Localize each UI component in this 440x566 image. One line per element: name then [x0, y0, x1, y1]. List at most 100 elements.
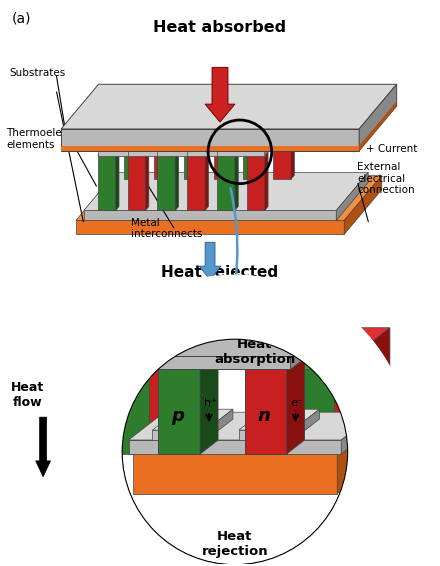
Polygon shape — [154, 335, 317, 355]
Polygon shape — [114, 355, 169, 370]
Polygon shape — [243, 121, 264, 125]
Polygon shape — [200, 355, 218, 454]
Polygon shape — [291, 110, 296, 125]
Text: Heat
rejection: Heat rejection — [202, 530, 268, 558]
Polygon shape — [247, 152, 268, 156]
Polygon shape — [187, 328, 205, 426]
Polygon shape — [158, 355, 218, 370]
Polygon shape — [217, 156, 235, 211]
Polygon shape — [154, 355, 290, 370]
Polygon shape — [150, 328, 205, 342]
Polygon shape — [291, 121, 294, 179]
Polygon shape — [261, 121, 264, 179]
Polygon shape — [213, 110, 266, 115]
Polygon shape — [150, 342, 187, 426]
Polygon shape — [205, 152, 209, 211]
Polygon shape — [124, 121, 145, 125]
Polygon shape — [298, 370, 336, 454]
Polygon shape — [128, 440, 341, 454]
Polygon shape — [114, 370, 151, 454]
Polygon shape — [235, 141, 240, 156]
Polygon shape — [187, 152, 209, 156]
Polygon shape — [132, 419, 382, 454]
Polygon shape — [76, 220, 344, 234]
Polygon shape — [202, 121, 205, 179]
Polygon shape — [265, 141, 270, 156]
Polygon shape — [84, 211, 336, 220]
Polygon shape — [158, 147, 205, 156]
Polygon shape — [213, 121, 235, 125]
Polygon shape — [183, 115, 231, 125]
Polygon shape — [128, 412, 377, 440]
Polygon shape — [158, 141, 210, 147]
Polygon shape — [213, 115, 261, 125]
Polygon shape — [337, 419, 382, 494]
Polygon shape — [202, 110, 207, 125]
Polygon shape — [290, 335, 317, 370]
Polygon shape — [146, 152, 149, 211]
Text: e⁻: e⁻ — [290, 398, 303, 408]
Text: h⁺: h⁺ — [204, 398, 217, 408]
Polygon shape — [152, 430, 206, 440]
Text: Heat
flow: Heat flow — [11, 381, 44, 409]
Polygon shape — [231, 121, 235, 179]
Polygon shape — [336, 355, 354, 454]
Polygon shape — [187, 141, 240, 147]
Polygon shape — [128, 156, 146, 211]
Polygon shape — [205, 141, 210, 156]
Polygon shape — [183, 125, 202, 179]
Polygon shape — [217, 141, 270, 147]
Text: Thermoelectic
elements: Thermoelectic elements — [6, 128, 81, 150]
Polygon shape — [183, 121, 205, 125]
Polygon shape — [98, 156, 116, 211]
Polygon shape — [298, 355, 354, 370]
Polygon shape — [151, 355, 169, 454]
Polygon shape — [245, 370, 286, 454]
Polygon shape — [132, 454, 337, 494]
Text: (a): (a) — [11, 12, 31, 25]
Polygon shape — [213, 125, 231, 179]
Polygon shape — [206, 409, 233, 440]
FancyArrow shape — [36, 417, 51, 477]
Polygon shape — [183, 110, 236, 115]
Text: Heat absorbed: Heat absorbed — [154, 20, 286, 35]
Polygon shape — [217, 152, 238, 156]
Polygon shape — [239, 409, 319, 430]
Polygon shape — [187, 156, 205, 211]
Polygon shape — [146, 141, 150, 156]
Polygon shape — [172, 110, 177, 125]
Polygon shape — [84, 173, 368, 211]
Polygon shape — [116, 152, 119, 211]
Polygon shape — [154, 125, 172, 179]
Polygon shape — [124, 125, 142, 179]
Polygon shape — [217, 147, 265, 156]
Polygon shape — [128, 152, 149, 156]
Polygon shape — [175, 141, 180, 156]
Polygon shape — [359, 84, 397, 151]
Polygon shape — [128, 141, 180, 147]
FancyArrow shape — [205, 67, 235, 122]
Polygon shape — [265, 152, 268, 211]
Polygon shape — [245, 355, 304, 370]
Polygon shape — [98, 141, 150, 147]
Polygon shape — [140, 336, 304, 355]
Polygon shape — [154, 115, 202, 125]
Text: Metal
interconnects: Metal interconnects — [131, 217, 202, 239]
Polygon shape — [239, 430, 293, 440]
Text: + Current: + Current — [366, 144, 418, 154]
Text: External
electrical
connection: External electrical connection — [357, 162, 415, 195]
Polygon shape — [293, 409, 319, 440]
Polygon shape — [336, 173, 368, 220]
Polygon shape — [235, 152, 238, 211]
Polygon shape — [128, 147, 175, 156]
Polygon shape — [341, 412, 377, 454]
Polygon shape — [61, 129, 359, 151]
Polygon shape — [334, 342, 372, 426]
FancyArrow shape — [199, 242, 221, 280]
Polygon shape — [175, 152, 179, 211]
Polygon shape — [261, 110, 266, 125]
Polygon shape — [124, 110, 177, 115]
Text: n: n — [257, 407, 270, 425]
Polygon shape — [247, 156, 265, 211]
Polygon shape — [124, 115, 172, 125]
